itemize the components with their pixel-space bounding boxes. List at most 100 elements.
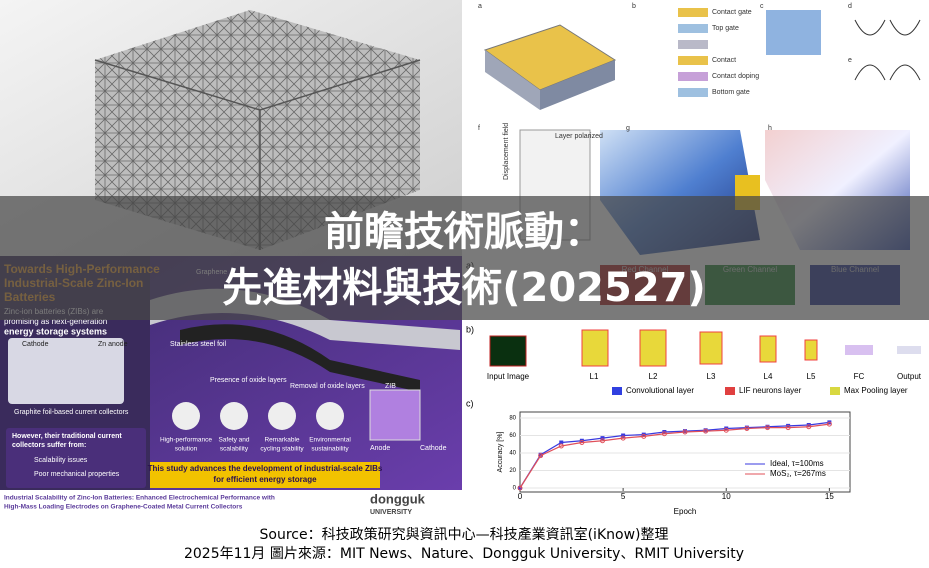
data-point [517, 485, 523, 491]
legend-label: Convolutional layer [626, 386, 694, 395]
legend-label: LIF neurons layer [739, 386, 802, 395]
panel-letter: c) [466, 398, 474, 408]
panel-letter: b) [466, 324, 474, 334]
label: h [768, 125, 772, 132]
benefit: solution [175, 446, 198, 453]
label: Removal of oxide layers [290, 383, 365, 390]
label: Bottom gate [712, 89, 750, 96]
intro: energy storage systems [4, 326, 107, 336]
label: d [848, 3, 852, 10]
conclusion: for efficient energy storage [213, 475, 317, 484]
legend-label: Max Pooling layer [844, 386, 908, 395]
x-tick-label: 10 [722, 492, 731, 501]
data-point [538, 452, 543, 457]
label: a [478, 3, 482, 10]
source-line: 2025年11月 圖片來源：MIT News、Nature、Dongguk Un… [184, 546, 744, 562]
label: f [478, 125, 480, 132]
label: Presence of oxide layers [210, 377, 287, 384]
lattice-struts [95, 10, 420, 250]
data-point [806, 424, 812, 430]
logo: UNIVERSITY [370, 509, 412, 516]
problem: However, their traditional current [12, 433, 122, 440]
benefit: Remarkable [264, 437, 299, 444]
data-point [682, 429, 688, 435]
title-line: 前瞻技術脈動： [324, 209, 604, 255]
benefit: Safety and [218, 437, 249, 444]
data-point [661, 431, 667, 437]
data-point [600, 438, 605, 444]
data-point [703, 428, 709, 434]
data-point [559, 440, 564, 445]
label: Displacement field [503, 123, 510, 180]
data-point [683, 429, 687, 434]
label: Cathode [420, 445, 447, 452]
legend-label: MoS₂, τ=267ms [770, 469, 826, 478]
data-point [744, 426, 750, 431]
layer-label: L2 [649, 372, 658, 381]
series-line [519, 423, 830, 489]
title-line: 先進材料與技術(202527) [222, 265, 706, 311]
citation: Industrial Scalability of Zinc-Ion Batte… [4, 495, 275, 502]
label: b [632, 3, 636, 10]
data-point [765, 424, 770, 429]
label: e [848, 57, 852, 64]
data-point [538, 453, 544, 459]
label: Graphite foil-based current collectors [14, 409, 129, 416]
benefit: cycling stability [260, 446, 304, 453]
label: ZIB [385, 383, 396, 390]
issue: Poor mechanical properties [34, 471, 120, 478]
label: Zn anode [98, 341, 128, 348]
label: Cathode [22, 341, 49, 348]
benefit: Environmental [309, 437, 351, 444]
label: c [760, 3, 764, 10]
conclusion-box [150, 462, 380, 488]
label: Top gate [712, 25, 739, 32]
legend-label: Ideal, τ=100ms [770, 459, 824, 468]
label: Contact doping [712, 73, 759, 80]
y-tick-label: 60 [509, 433, 516, 439]
layer-label: Input Image [487, 372, 530, 381]
layer-label: L1 [590, 372, 599, 381]
data-point [600, 436, 605, 441]
y-tick-label: 0 [513, 486, 517, 492]
x-axis-label: Epoch [674, 507, 697, 516]
zib-cell [369, 389, 421, 441]
series-line [519, 421, 830, 489]
source-line: Source：科技政策研究與資訊中心—科技產業資訊室(iKnow)整理 [260, 526, 669, 543]
label: Contact gate [712, 9, 752, 16]
label: g [626, 125, 630, 132]
cell-diagram [8, 338, 124, 404]
x-tick-label: 0 [518, 492, 523, 501]
citation: High-Mass Loading Electrodes on Graphene… [4, 504, 243, 511]
data-point [703, 428, 708, 433]
data-point [744, 425, 749, 430]
data-point [620, 435, 626, 441]
conclusion: This study advances the development of i… [148, 464, 383, 473]
data-point [826, 421, 832, 427]
label: Anode [370, 445, 390, 452]
y-axis-label: Accuracy [%] [497, 432, 504, 473]
layer-label: L3 [707, 372, 716, 381]
data-point [558, 443, 564, 449]
data-point [765, 425, 770, 431]
layer-label: L4 [764, 372, 773, 381]
x-tick-label: 5 [621, 492, 626, 501]
benefit: scalability [220, 446, 249, 453]
y-tick-label: 80 [509, 416, 516, 422]
label: Stainless steel foil [170, 341, 226, 348]
benefit: High-performance [160, 437, 212, 444]
issue: Scalability issues [34, 457, 88, 464]
data-point [621, 433, 626, 438]
logo: dongguk [370, 491, 426, 506]
label: Layer polarized [555, 133, 603, 140]
data-point [641, 433, 647, 439]
y-tick-label: 20 [509, 468, 516, 474]
title-band [0, 196, 929, 320]
label: Contact [712, 57, 736, 64]
y-tick-label: 40 [509, 451, 516, 457]
data-point [785, 425, 791, 431]
intro: promising as next-generation [4, 317, 107, 326]
layer-label: FC [854, 372, 865, 381]
data-point [723, 427, 729, 433]
